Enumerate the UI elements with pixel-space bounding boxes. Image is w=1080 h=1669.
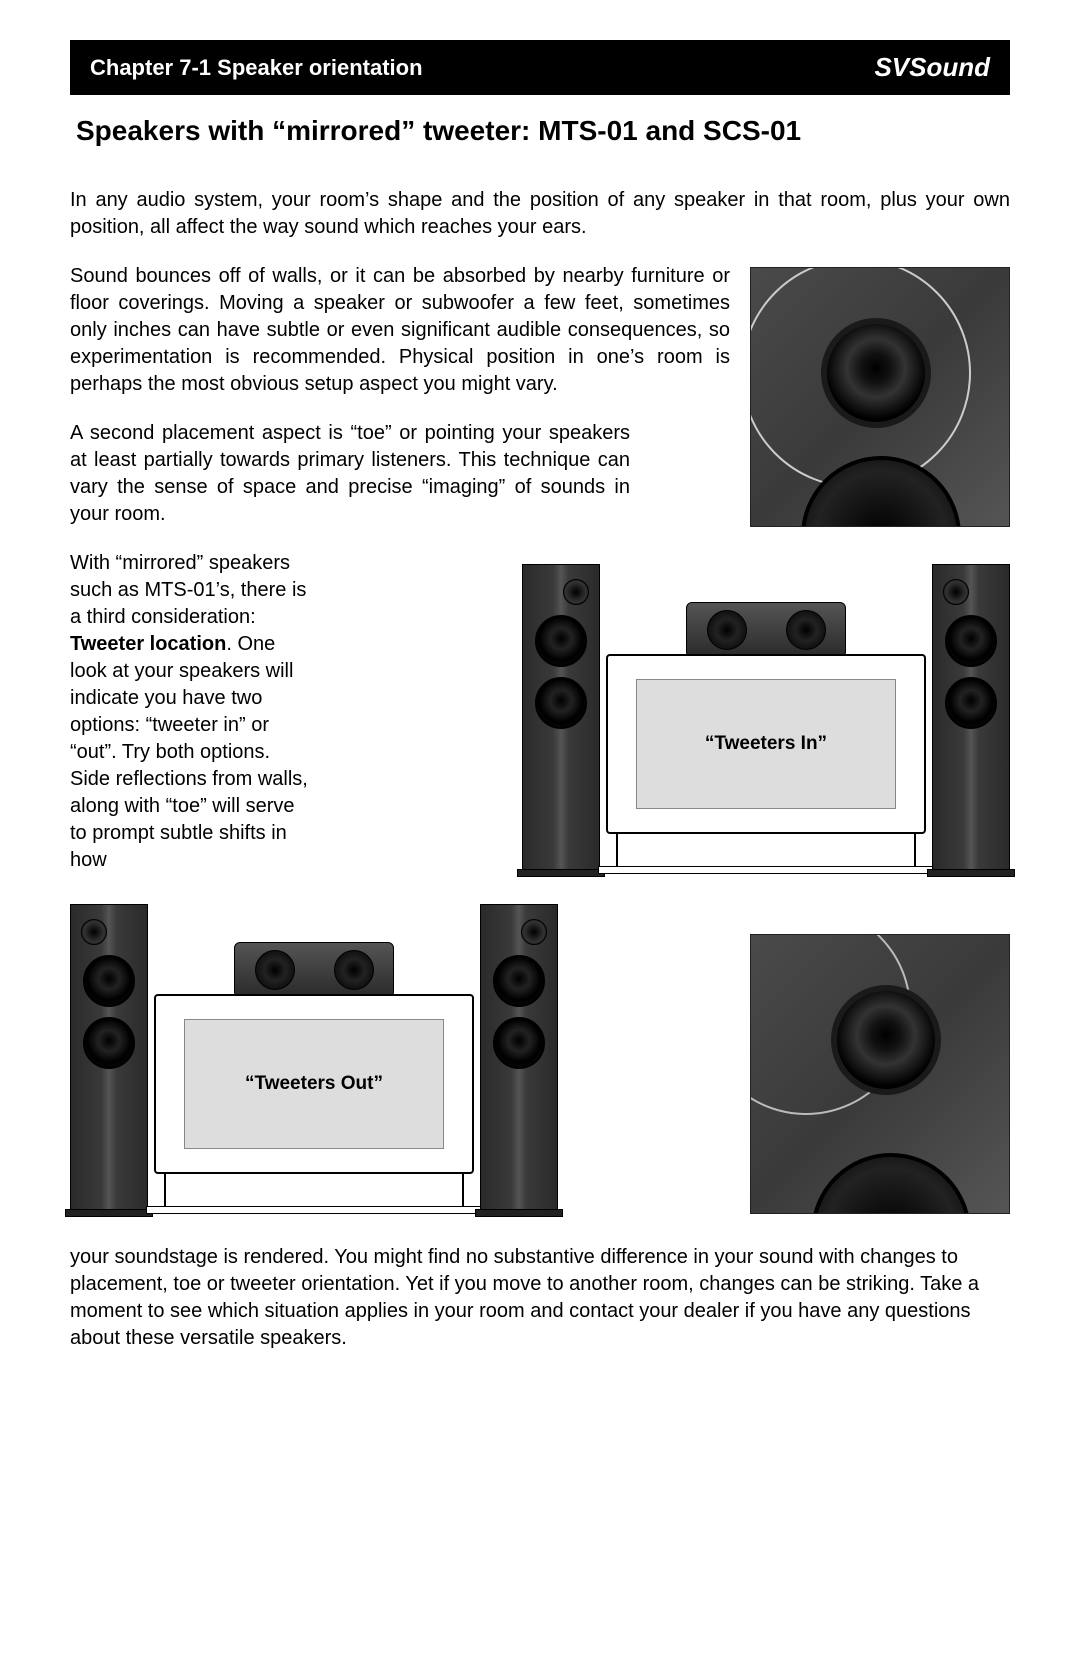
speaker-base bbox=[65, 1209, 153, 1217]
driver-icon bbox=[786, 610, 826, 650]
speaker-base bbox=[475, 1209, 563, 1217]
brand-name: SVSound bbox=[874, 52, 990, 83]
woofer-icon bbox=[945, 677, 997, 729]
woofer-icon bbox=[535, 677, 587, 729]
tweeters-out-row: “Tweeters Out” bbox=[70, 904, 1010, 1214]
p4-post: . One look at your speakers will indicat… bbox=[70, 633, 308, 871]
left-tower-speaker bbox=[522, 564, 600, 874]
tv-frame: “Tweeters Out” bbox=[154, 994, 474, 1174]
speaker-closeup-bottom bbox=[750, 934, 1010, 1214]
text-with-closeup: Sound bounces off of walls, or it can be… bbox=[70, 263, 1010, 550]
content-area: In any audio system, your room’s shape a… bbox=[70, 187, 1010, 1352]
tweeters-in-row: With “mirrored” speakers such as MTS-01’… bbox=[70, 550, 1010, 874]
speaker-base bbox=[517, 869, 605, 877]
center-speaker bbox=[686, 602, 846, 658]
manual-page: Chapter 7-1 Speaker orientation SVSound … bbox=[0, 0, 1080, 1434]
tv-stand bbox=[164, 1174, 464, 1214]
speaker-closeup-top bbox=[750, 267, 1010, 527]
driver-icon bbox=[707, 610, 747, 650]
tweeter-icon bbox=[521, 919, 547, 945]
woofer-icon bbox=[493, 1017, 545, 1069]
paragraph-conclusion: your soundstage is rendered. You might f… bbox=[70, 1244, 1010, 1352]
woofer-icon bbox=[83, 955, 135, 1007]
tv-stand bbox=[616, 834, 916, 874]
tv-unit: “Tweeters In” bbox=[606, 654, 926, 874]
setup-tweeters-in: “Tweeters In” bbox=[522, 564, 1010, 874]
woofer-icon bbox=[493, 955, 545, 1007]
woofer-icon bbox=[83, 1017, 135, 1069]
paragraph-tweeter-location: With “mirrored” speakers such as MTS-01’… bbox=[70, 550, 320, 874]
driver-icon bbox=[334, 950, 374, 990]
speaker-base bbox=[927, 869, 1015, 877]
tv-frame: “Tweeters In” bbox=[606, 654, 926, 834]
woofer-icon bbox=[945, 615, 997, 667]
woofer-driver-icon bbox=[811, 1153, 971, 1214]
paragraph-intro: In any audio system, your room’s shape a… bbox=[70, 187, 1010, 241]
closeup-panel bbox=[750, 934, 1010, 1214]
center-speaker bbox=[234, 942, 394, 998]
closeup-panel bbox=[750, 267, 1010, 527]
tweeter-icon bbox=[943, 579, 969, 605]
setup-tweeters-out: “Tweeters Out” bbox=[70, 904, 558, 1214]
tweeter-driver-icon bbox=[831, 985, 941, 1095]
chapter-title: Chapter 7-1 Speaker orientation bbox=[90, 55, 423, 81]
right-tower-speaker bbox=[932, 564, 1010, 874]
tweeter-icon bbox=[81, 919, 107, 945]
tweeter-driver-icon bbox=[821, 318, 931, 428]
paragraph-toe: A second placement aspect is “toe” or po… bbox=[70, 420, 630, 528]
tv-unit: “Tweeters Out” bbox=[154, 994, 474, 1214]
p4-pre: With “mirrored” speakers such as MTS-01’… bbox=[70, 552, 306, 628]
label-tweeters-out: “Tweeters Out” bbox=[156, 1073, 472, 1095]
woofer-icon bbox=[535, 615, 587, 667]
driver-icon bbox=[255, 950, 295, 990]
left-tower-speaker bbox=[70, 904, 148, 1214]
chapter-header-bar: Chapter 7-1 Speaker orientation SVSound bbox=[70, 40, 1010, 95]
right-tower-speaker bbox=[480, 904, 558, 1214]
page-title: Speakers with “mirrored” tweeter: MTS-01… bbox=[76, 115, 1010, 147]
p4-bold: Tweeter location bbox=[70, 633, 226, 655]
tweeter-icon bbox=[563, 579, 589, 605]
label-tweeters-in: “Tweeters In” bbox=[608, 733, 924, 755]
